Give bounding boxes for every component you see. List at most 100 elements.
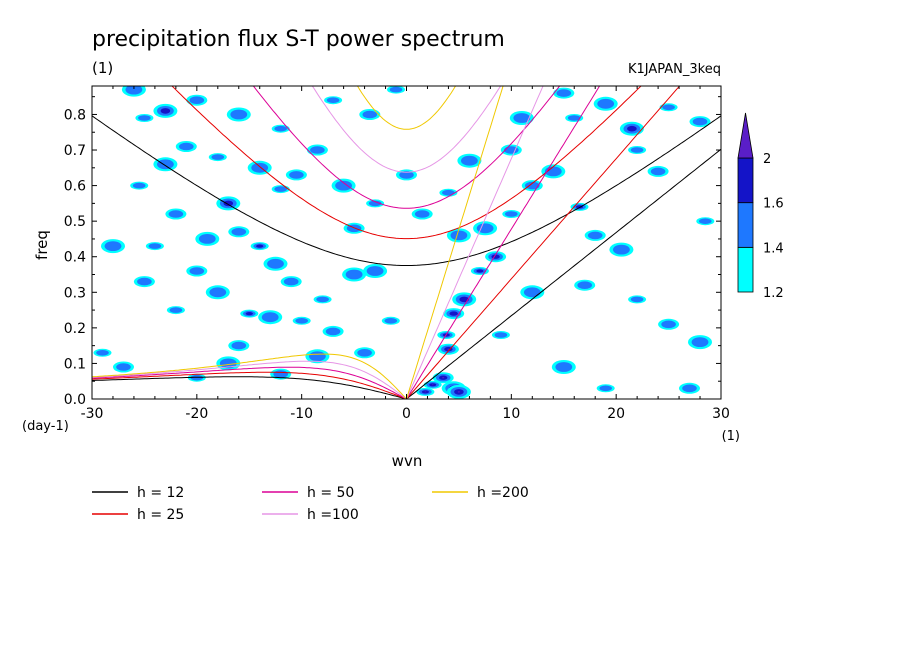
x-axis-label: wvn [392, 452, 423, 470]
contour-blob [160, 108, 171, 114]
contour-blob [476, 223, 494, 234]
contour-blob [587, 231, 603, 240]
y-axis: 0.0 0.1 0.2 0.3 0.4 0.5 0.6 0.7 0.8 [64, 96, 721, 408]
contour-blob [476, 269, 484, 273]
contour-blob [189, 267, 205, 275]
contour-blob [261, 312, 279, 323]
contour-blob [613, 244, 630, 255]
contour-blob [366, 266, 384, 276]
y-tick-label: 0.1 [64, 356, 86, 372]
x-tick-label: 30 [712, 406, 730, 422]
contour-blob [630, 147, 644, 153]
contour-blob [661, 320, 676, 329]
contour-blob [597, 98, 615, 109]
contour-blob [132, 182, 146, 189]
contour-blob [424, 391, 427, 393]
kelvin-curve [406, 86, 544, 399]
contour-blob [345, 269, 363, 280]
contour-blob [368, 200, 382, 207]
contour-blob [389, 86, 403, 93]
contour-blob [457, 391, 461, 393]
rossby-curve [92, 371, 407, 399]
contour-blob [96, 350, 109, 356]
inertia-gravity-curve [92, 115, 721, 266]
contour-blob [362, 110, 378, 119]
contour-blob [682, 384, 697, 393]
contour-blob [316, 296, 329, 303]
contour-blob [209, 287, 227, 298]
colorbar-segment [737, 246, 754, 293]
kelvin-curve [406, 86, 681, 399]
contour-blob [630, 296, 644, 303]
inertia-gravity-curve [252, 86, 561, 209]
legend-label: h =100 [307, 507, 359, 523]
contour-blob [104, 241, 122, 252]
spectrum-contours [93, 86, 715, 399]
legend-label: h =200 [477, 485, 529, 501]
contour-blob [513, 113, 531, 123]
contour-blob [691, 337, 709, 347]
y-axis-unit: (day-1) [22, 419, 69, 434]
contour-blob [450, 230, 468, 241]
colorbar: 1.2 1.4 1.6 2 [737, 112, 784, 301]
contour-blob [273, 370, 289, 378]
legend-label: h = 25 [137, 507, 184, 523]
x-tick-label: -10 [290, 406, 313, 422]
contour-blob [274, 125, 288, 132]
colorbar-segment [737, 157, 754, 204]
contour-blob [289, 171, 304, 179]
y-tick-label: 0.4 [64, 250, 86, 266]
contour-blob [245, 312, 253, 316]
x-tick-label: 10 [502, 406, 520, 422]
rossby-curve [92, 376, 407, 399]
contour-blob [189, 96, 205, 104]
contour-blob [431, 384, 434, 386]
contour-blob [198, 234, 216, 244]
contour-blob [169, 307, 183, 313]
colorbar-label: 1.6 [763, 197, 784, 212]
contour-blob [399, 171, 414, 179]
legend: h = 12 h = 25 h = 50 h =100 h =200 [92, 485, 529, 523]
contour-blob [211, 154, 225, 160]
contour-blob [168, 210, 184, 218]
contour-blob [230, 109, 248, 120]
colorbar-segment [737, 202, 754, 248]
colorbar-label: 2 [763, 152, 771, 167]
contour-blob [414, 210, 430, 218]
contour-blob [384, 318, 398, 324]
contour-blob [699, 218, 712, 224]
contour-blob [116, 363, 131, 371]
contour-blob [231, 341, 247, 350]
contour-blob [309, 351, 326, 362]
inertia-gravity-curve [311, 86, 502, 173]
chart-title: precipitation flux S-T power spectrum [92, 27, 505, 52]
contour-blob [523, 287, 541, 298]
x-tick-label: 20 [607, 406, 625, 422]
contour-blob [447, 348, 450, 350]
contour-blob [295, 318, 309, 324]
contour-blob [310, 146, 325, 154]
contour-blob [357, 349, 372, 357]
contour-blob [267, 258, 284, 269]
legend-label: h = 12 [137, 485, 184, 501]
contour-blob [494, 332, 508, 338]
contour-blob [692, 117, 708, 126]
contour-blob [179, 142, 194, 151]
x-tick-label: -20 [185, 406, 208, 422]
colorbar-label: 1.4 [763, 241, 784, 256]
contour-blob [325, 327, 341, 336]
y-tick-label: 0.2 [64, 321, 86, 337]
y-tick-label: 0.6 [64, 179, 86, 195]
contour-blob [223, 200, 234, 207]
y-tick-label: 0.0 [64, 392, 86, 408]
contour-blob [283, 277, 299, 286]
colorbar-label: 1.2 [763, 286, 784, 301]
y-tick-label: 0.8 [64, 107, 86, 123]
y-tick-label: 0.5 [64, 214, 86, 230]
subtitle-left: (1) [92, 59, 113, 77]
contour-blob [599, 385, 612, 392]
contour-blob [125, 86, 143, 95]
legend-label: h = 50 [307, 485, 354, 501]
y-axis-label: freq [33, 230, 51, 260]
